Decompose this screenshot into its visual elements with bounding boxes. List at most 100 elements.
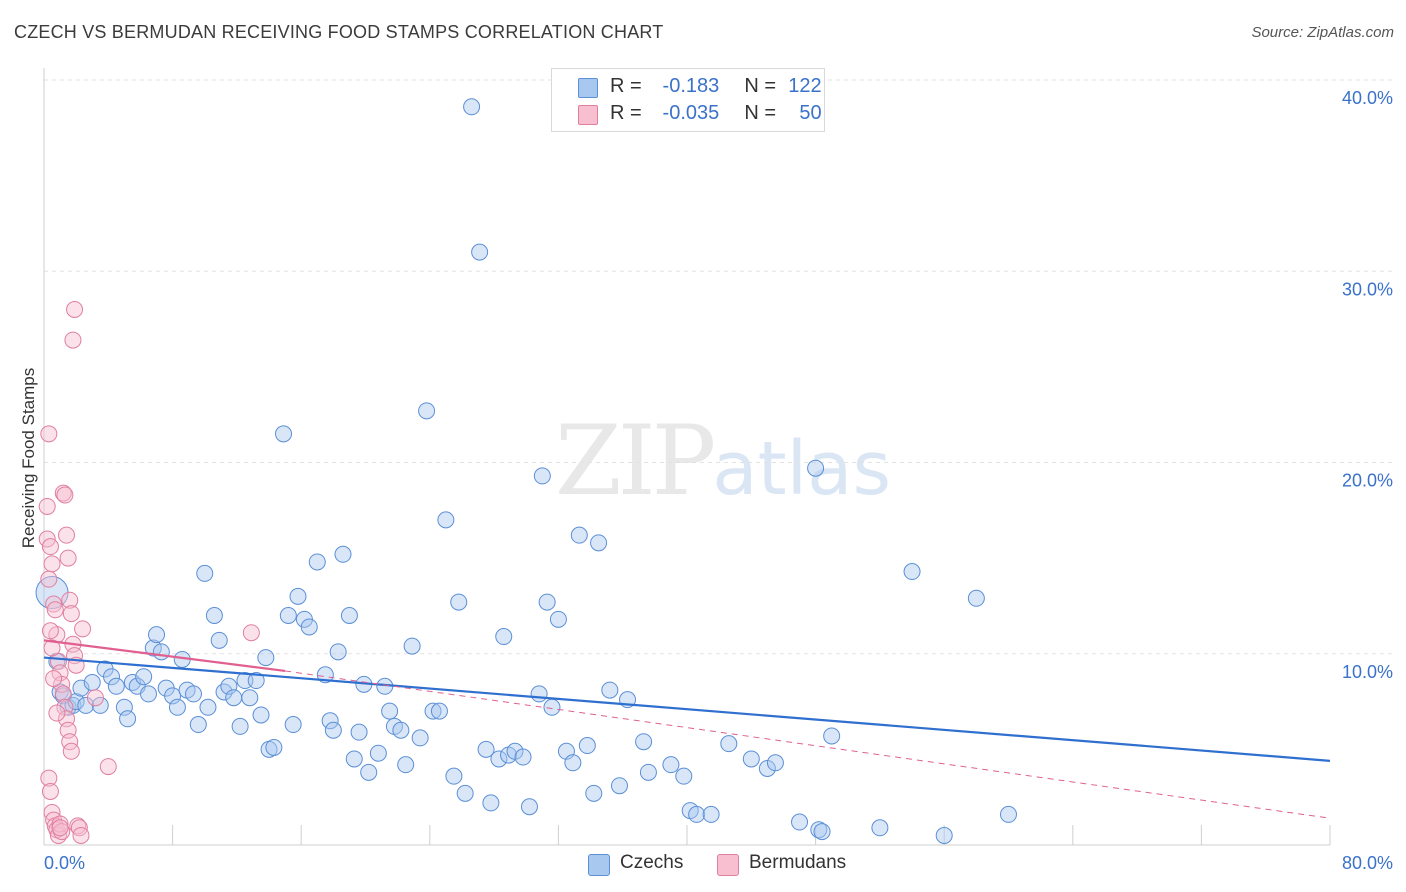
czech-point bbox=[742, 750, 760, 768]
czech-point bbox=[210, 631, 228, 649]
czech-point bbox=[252, 706, 270, 724]
czech-point bbox=[543, 698, 561, 716]
czech-point bbox=[397, 756, 415, 774]
bermudan-point bbox=[99, 758, 117, 776]
bermudan-point bbox=[59, 549, 77, 567]
legend-r-value: -0.183 bbox=[662, 75, 720, 97]
czech-point bbox=[403, 637, 421, 655]
czech-point bbox=[340, 607, 358, 624]
bermudan-point bbox=[58, 526, 76, 544]
bermudan-point bbox=[66, 301, 84, 318]
czech-point bbox=[334, 545, 352, 563]
bermudan-point bbox=[51, 819, 69, 837]
czech-point bbox=[662, 756, 680, 774]
y-axis-label: Receiving Food Stamps bbox=[19, 368, 38, 548]
czech-point bbox=[231, 717, 249, 735]
czech-point bbox=[437, 511, 455, 529]
czech-point bbox=[152, 643, 170, 661]
czech-point bbox=[247, 672, 265, 690]
x-tick-label: 80.0% bbox=[1342, 853, 1393, 873]
legend-n-value: 50 bbox=[799, 102, 822, 124]
czech-point bbox=[823, 727, 841, 745]
czech-point bbox=[360, 763, 378, 781]
y-tick-label: 30.0% bbox=[1342, 279, 1393, 299]
bermudan-point bbox=[72, 826, 90, 844]
legend-swatch-czechs bbox=[578, 78, 598, 98]
chart-title: CZECH VS BERMUDAN RECEIVING FOOD STAMPS … bbox=[14, 22, 664, 42]
czech-point bbox=[430, 702, 448, 720]
bermudan-point bbox=[74, 620, 92, 638]
czech-point bbox=[215, 683, 233, 701]
czech-point bbox=[477, 740, 495, 758]
czech-point bbox=[350, 723, 368, 741]
czech-point bbox=[530, 685, 548, 703]
czech-point bbox=[538, 593, 556, 611]
czech-point bbox=[139, 685, 157, 703]
bottom-legend-label-czechs: Czechs bbox=[620, 852, 684, 873]
czech-point bbox=[345, 750, 363, 768]
czech-point bbox=[168, 698, 186, 716]
bermudan-point bbox=[61, 591, 79, 609]
czech-point bbox=[196, 564, 214, 582]
source-label: Source: ZipAtlas.com bbox=[1251, 24, 1394, 41]
czech-point bbox=[205, 607, 223, 624]
czech-point bbox=[482, 794, 500, 812]
czech-point bbox=[639, 763, 657, 781]
bermudan-trendline bbox=[43, 639, 286, 673]
czech-point bbox=[308, 553, 326, 571]
czech-point bbox=[791, 813, 809, 831]
czech-point bbox=[1000, 805, 1017, 823]
czech-point bbox=[520, 798, 538, 816]
czech-point bbox=[103, 668, 121, 686]
bottom-legend-label-bermudans: Bermudans bbox=[749, 852, 847, 873]
czech-point bbox=[67, 693, 85, 711]
czech-point bbox=[903, 563, 921, 581]
czech-point bbox=[119, 710, 137, 728]
czech-point bbox=[675, 767, 693, 785]
czech-point bbox=[810, 821, 828, 839]
czech-point bbox=[807, 459, 825, 477]
bermudan-trendline-extension bbox=[285, 670, 1331, 819]
czech-point bbox=[284, 716, 302, 734]
bermudan-point bbox=[48, 704, 66, 722]
czech-point bbox=[578, 737, 596, 755]
czech-point bbox=[225, 689, 243, 707]
czech-point bbox=[570, 526, 588, 544]
czech-point bbox=[329, 643, 347, 661]
czech-point bbox=[490, 750, 508, 768]
bermudan-point bbox=[242, 624, 260, 642]
czech-point bbox=[456, 784, 474, 802]
czech-point bbox=[445, 767, 463, 785]
legend-n-value: 122 bbox=[788, 75, 822, 97]
watermark-atlas: atlas bbox=[712, 426, 892, 512]
czech-point bbox=[871, 819, 889, 837]
czech-trendline bbox=[43, 656, 1331, 762]
bermudan-point bbox=[43, 555, 61, 573]
czech-point bbox=[83, 673, 101, 691]
czech-point bbox=[688, 805, 706, 823]
czech-point bbox=[635, 733, 653, 751]
czech-point bbox=[450, 593, 468, 611]
bermudan-point bbox=[40, 425, 58, 443]
czech-point bbox=[702, 805, 720, 823]
czech-point bbox=[189, 716, 207, 734]
czech-point bbox=[369, 744, 387, 762]
czech-point bbox=[135, 668, 153, 686]
bermudan-point bbox=[40, 769, 58, 787]
czech-point bbox=[324, 721, 342, 739]
czech-point bbox=[424, 702, 442, 720]
bermudan-point bbox=[40, 570, 58, 588]
stats-legend: R = -0.183 N = 122 R = -0.035 N = 50 bbox=[551, 68, 825, 132]
czech-point bbox=[495, 628, 513, 646]
czech-point bbox=[72, 679, 90, 697]
bermudan-point bbox=[54, 685, 72, 703]
czech-point bbox=[967, 589, 985, 607]
czech-point bbox=[321, 712, 339, 730]
bottom-legend-swatch-czechs bbox=[588, 854, 610, 876]
watermark: ZIPatlas bbox=[555, 405, 891, 517]
czech-point bbox=[289, 587, 307, 605]
czech-point bbox=[601, 681, 619, 699]
czech-point bbox=[590, 534, 608, 552]
bermudan-point bbox=[38, 497, 56, 515]
